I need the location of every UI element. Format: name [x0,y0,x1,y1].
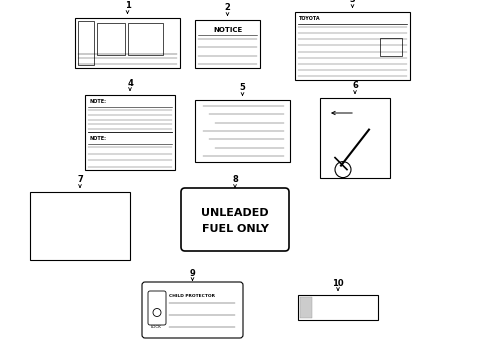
Text: 8: 8 [232,175,238,184]
Bar [320,98,390,178]
Text: NOTE:: NOTE: [89,136,106,141]
Bar [128,23,163,55]
Text: 6: 6 [352,81,358,90]
Text: FUEL ONLY: FUEL ONLY [201,224,269,234]
Bar [75,18,180,68]
Bar [380,38,402,56]
Text: LOCK: LOCK [151,325,162,329]
Text: 9: 9 [190,269,196,278]
FancyBboxPatch shape [148,291,166,325]
Text: 10: 10 [332,279,344,288]
Text: 3: 3 [350,0,355,4]
Bar [298,295,378,320]
Text: TOYOTA: TOYOTA [299,16,320,21]
Text: CHILD PROTECTOR: CHILD PROTECTOR [169,294,215,298]
Text: 1: 1 [124,1,130,10]
Text: 4: 4 [127,78,133,87]
Text: NOTE:: NOTE: [89,99,106,104]
FancyBboxPatch shape [181,188,289,251]
Bar [295,12,410,80]
Bar [85,95,175,170]
Text: NOTICE: NOTICE [213,27,242,33]
Text: 2: 2 [224,4,230,13]
FancyBboxPatch shape [142,282,243,338]
Bar [30,192,130,260]
Text: UNLEADED: UNLEADED [201,208,269,218]
Text: 5: 5 [240,84,245,93]
Text: 7: 7 [77,175,83,184]
Bar [97,23,125,55]
Bar [300,297,312,318]
Bar [195,20,260,68]
Bar [195,100,290,162]
Bar [78,21,94,65]
